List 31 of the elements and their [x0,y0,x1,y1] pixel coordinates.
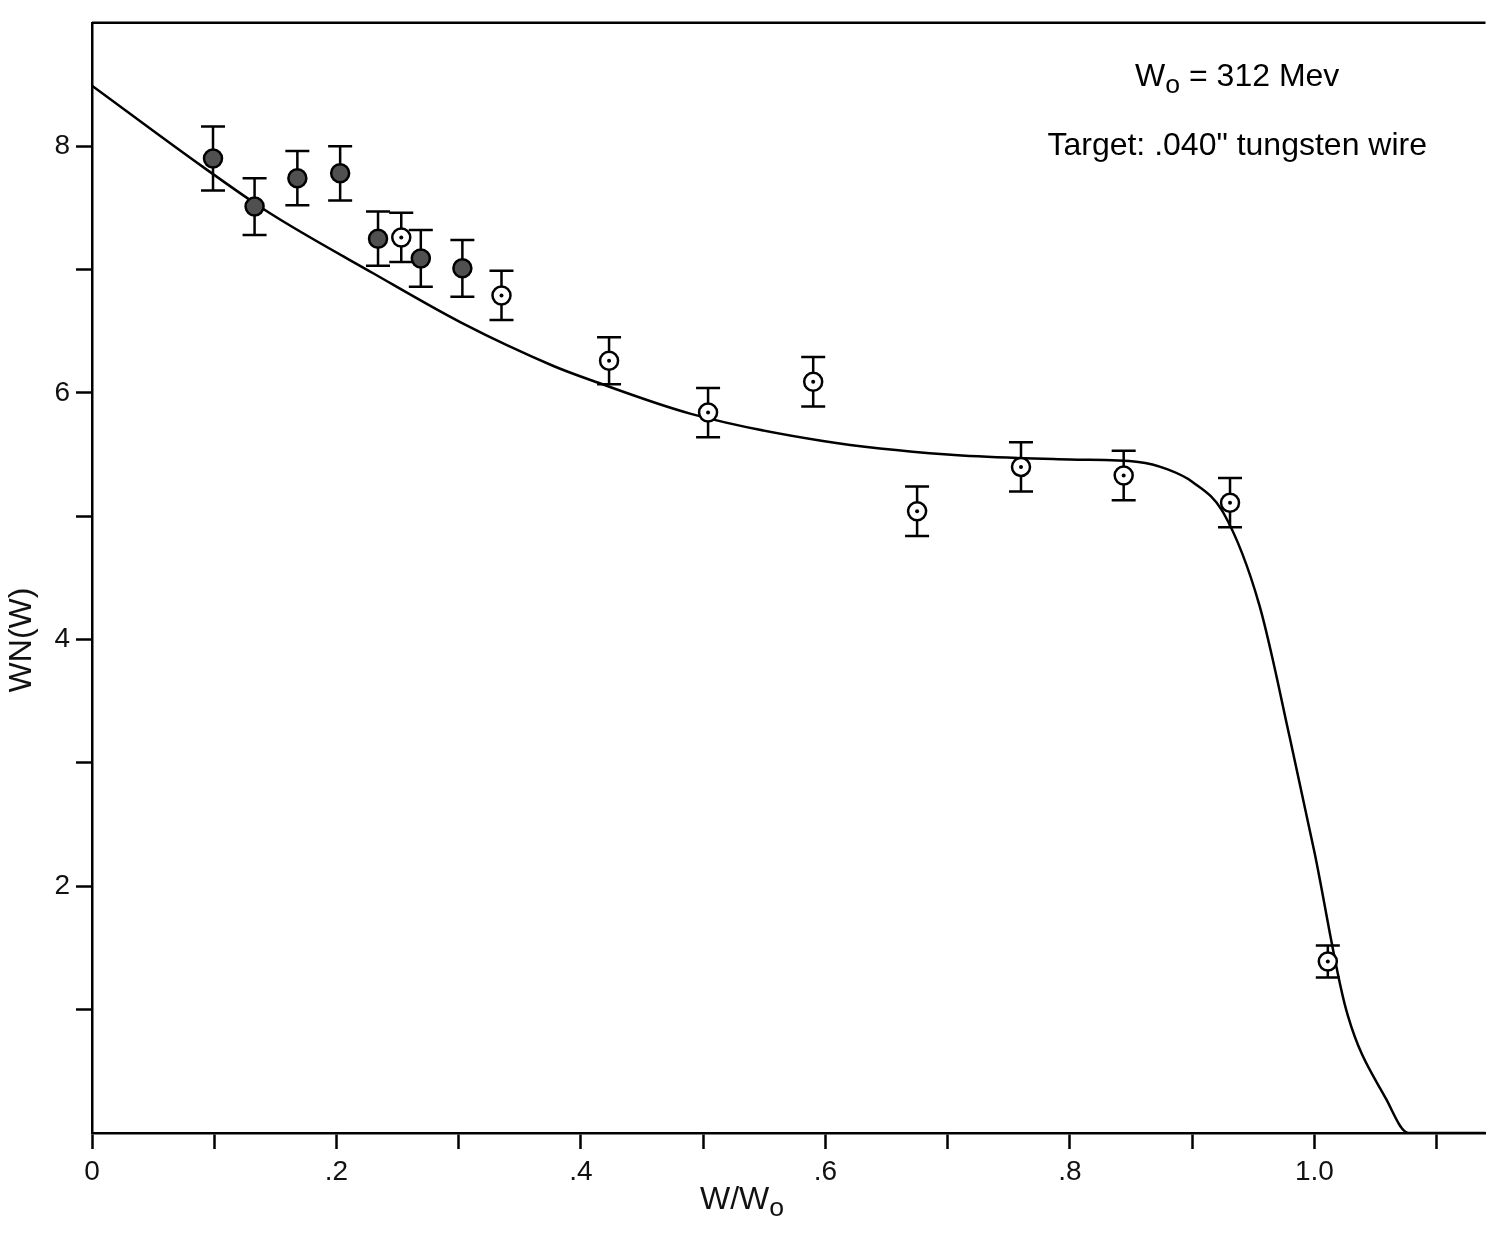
x-tick-label: 1.0 [1294,1154,1334,1186]
point [802,371,824,393]
x-tick-label: .6 [813,1154,838,1186]
point [491,285,512,306]
y-tick-label: 8 [54,128,70,160]
point [329,163,351,184]
point [1317,951,1339,972]
x-tick-label: .2 [324,1154,349,1186]
point [287,167,308,189]
y-tick-label: 2 [54,869,70,901]
point [906,501,928,522]
x-tick-label: .8 [1058,1154,1082,1186]
point [452,258,473,279]
point [202,148,224,169]
y-tick-label: 4 [54,622,70,654]
annotation: W$_{o}$ = 312 Mev [1134,56,1341,102]
point [697,402,719,423]
point [391,227,412,248]
point [410,248,432,269]
point [598,350,620,372]
point [244,196,265,217]
point [1219,492,1241,513]
y-tick-label: 6 [54,375,70,407]
annotation: Target: .040" tungsten wire [1047,125,1427,165]
x-tick-label: .4 [569,1154,593,1186]
x-axis-title: W/W$_{o}$ [700,1180,785,1224]
y-axis-title: WN(W) [1,587,39,693]
point [367,228,389,249]
x-tick-label: 0 [84,1154,100,1186]
point [1113,465,1134,486]
point [1010,456,1032,478]
